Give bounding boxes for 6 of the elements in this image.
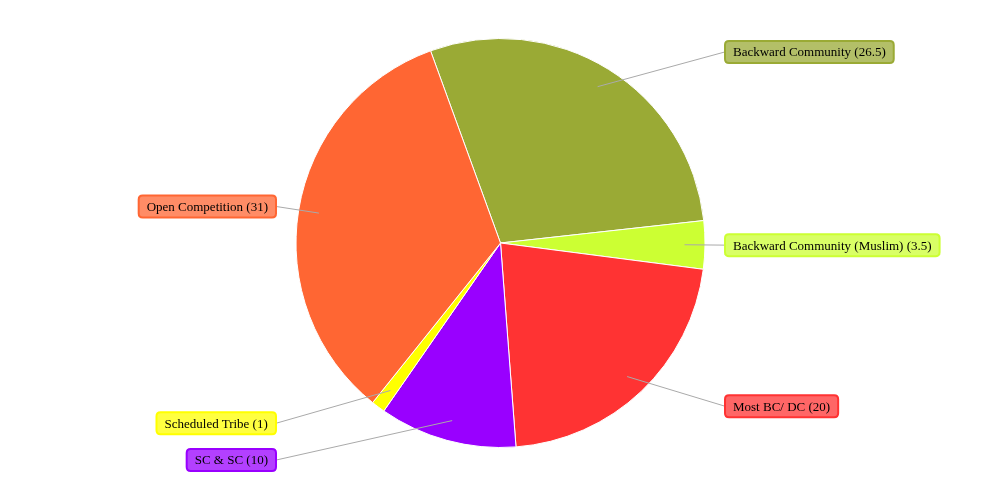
slice-label: SC & SC (10) — [194, 452, 269, 468]
slice-label: Open Competition (31) — [146, 198, 269, 214]
slice-label: Backward Community (26.5) — [733, 44, 886, 60]
slice-label: Most BC/ DC (20) — [733, 398, 831, 414]
slice-label: Scheduled Tribe (1) — [164, 415, 268, 431]
slice-label: Backward Community (Muslim) (3.5) — [733, 237, 932, 253]
